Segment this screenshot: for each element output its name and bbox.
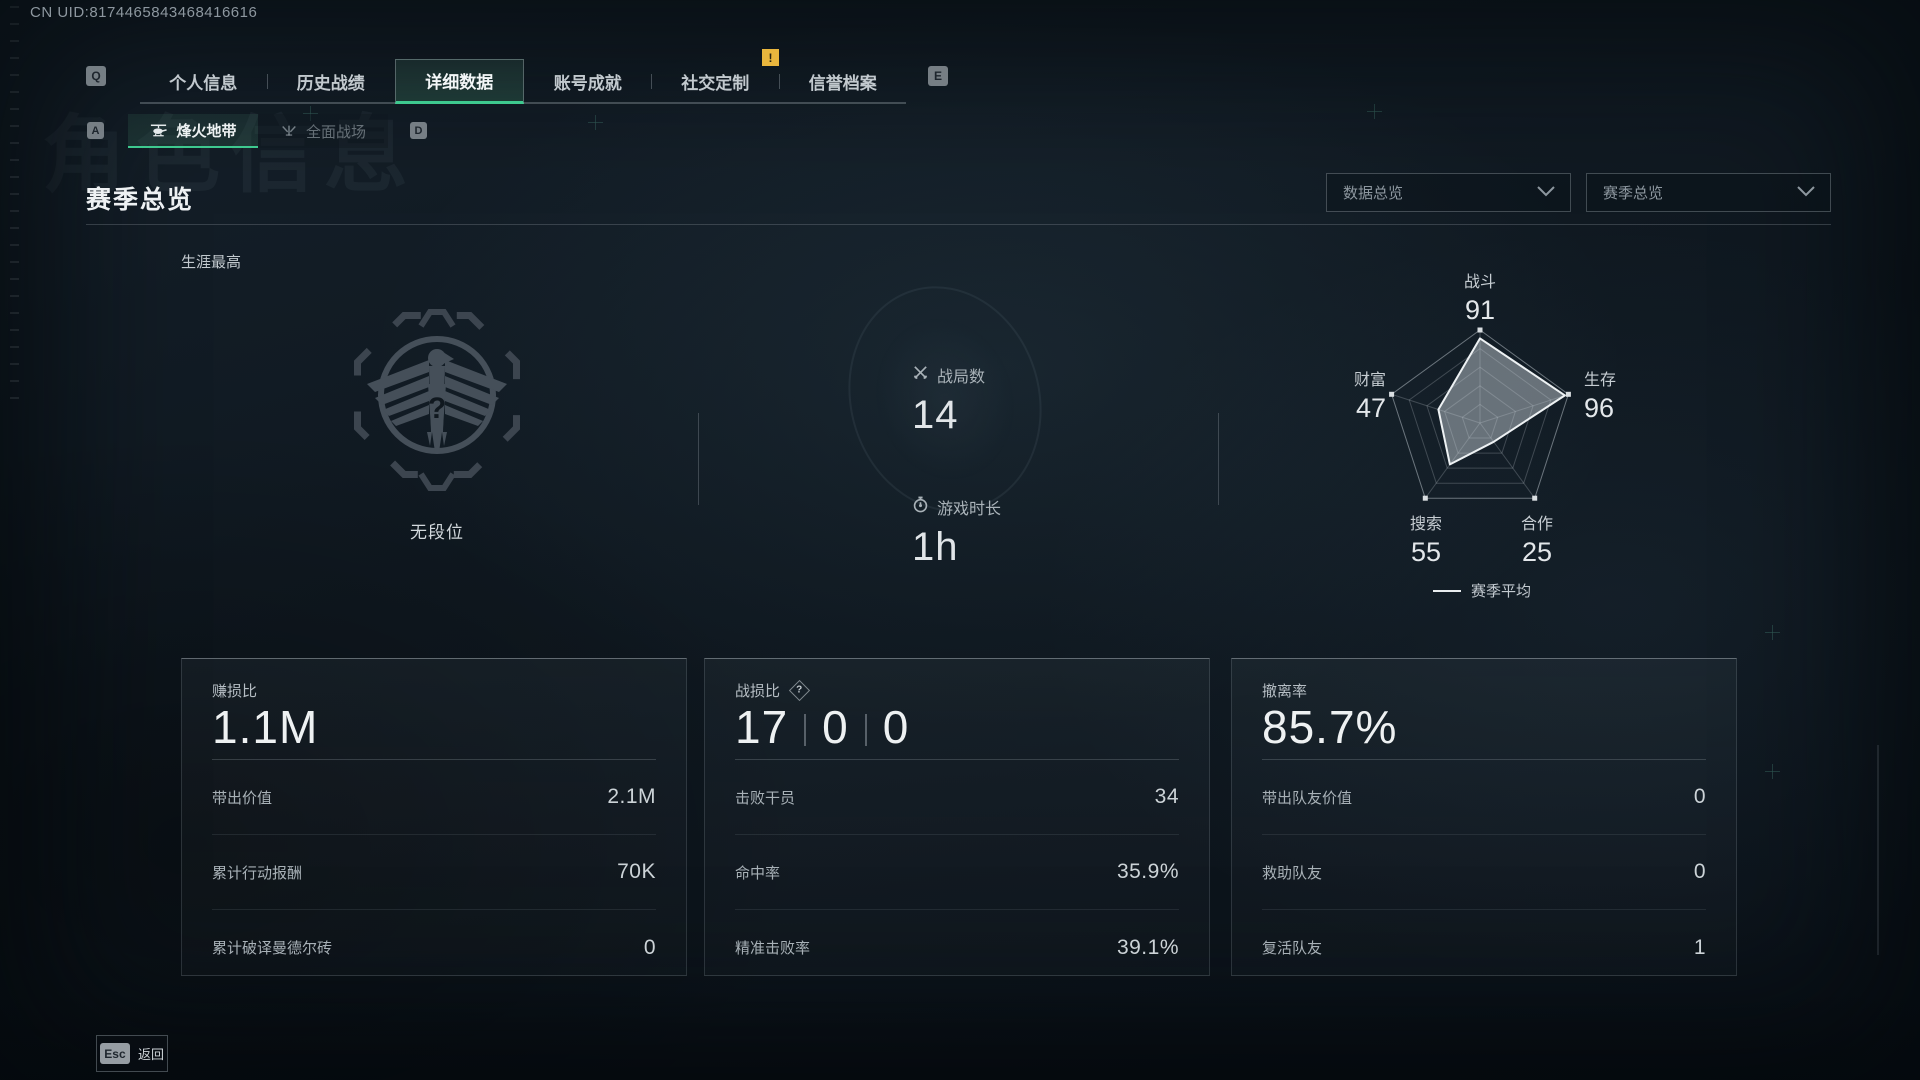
esc-keycap: Esc: [99, 1043, 130, 1064]
cross-decoration: [1765, 625, 1780, 640]
mode-subtabs: 烽火地带 全面战场: [128, 114, 388, 148]
card-value: 1.1M: [212, 701, 319, 753]
helicopter-icon: [149, 123, 168, 138]
card-value: 85.7%: [1262, 701, 1398, 753]
stat-row: 复活队友 1: [1262, 935, 1706, 959]
crossed-swords-icon: [912, 364, 929, 386]
page-title: 赛季总览: [86, 186, 195, 214]
matches-stat: 战局数 14: [912, 363, 1192, 438]
subtab-label: 全面战场: [305, 123, 366, 141]
stat-row: 带出队友价值 0: [1262, 760, 1706, 835]
subtab-label: 烽火地带: [176, 122, 237, 140]
cross-decoration: [1367, 104, 1382, 119]
back-label: 返回: [137, 1047, 164, 1062]
card-value: 17 0 0: [735, 701, 910, 753]
radar-legend: 赛季平均: [1382, 580, 1582, 601]
radar-chart: [1389, 327, 1571, 501]
cross-decoration: [588, 115, 603, 130]
section-divider: [1218, 413, 1219, 505]
tab-history-record[interactable]: 历史战绩: [296, 74, 365, 93]
card-extraction-rate: 撤离率 85.7% 带出队友价值 0 救助队友 0 复活队友 1: [1231, 658, 1737, 976]
right-edge-line: [1877, 745, 1879, 955]
dropdown-value: 赛季总览: [1603, 185, 1664, 202]
tab-account-achievements[interactable]: 账号成就: [553, 74, 622, 93]
season-scope-dropdown[interactable]: 赛季总览: [1586, 173, 1831, 212]
stat-row: 累计破译曼德尔砖 0: [212, 935, 656, 959]
bottom-shade: [0, 990, 1920, 1080]
legend-line-icon: [1432, 589, 1461, 592]
keyhint-q: Q: [86, 66, 106, 86]
header-divider: [86, 224, 1831, 225]
stat-row: 带出价值 2.1M: [212, 760, 656, 835]
tab-divider: [651, 74, 652, 89]
stat-row: 累计行动报酬 70K: [212, 835, 656, 910]
alert-badge-icon: !: [762, 49, 779, 66]
radar-axis-combat: 战斗 91: [1463, 274, 1496, 325]
card-title: 赚损比: [212, 682, 258, 700]
jet-icon: [280, 124, 298, 138]
svg-text:?: ?: [428, 392, 446, 425]
chevron-down-icon: [1536, 184, 1556, 201]
chevron-down-icon: [1796, 184, 1816, 201]
eagle-badge-icon: ?: [337, 300, 537, 500]
tab-divider: [266, 74, 268, 89]
keyhint-d: D: [410, 122, 427, 139]
tab-reputation-file[interactable]: 信誉档案: [808, 74, 877, 93]
tab-personal-info[interactable]: 个人信息: [169, 74, 238, 93]
radar-axis-cooperation: 合作 25: [1520, 516, 1553, 567]
keyhint-a: A: [87, 122, 104, 139]
stat-row: 命中率 35.9%: [735, 835, 1179, 910]
left-edge-ticks: [10, 6, 19, 406]
radar-axis-search: 搜索 55: [1409, 516, 1442, 567]
card-divider: [735, 759, 1179, 760]
tab-divider: [778, 74, 780, 89]
subtab-full-battlefield[interactable]: 全面战场: [258, 114, 388, 148]
section-divider: [698, 413, 699, 505]
account-uid: CN UID:8174465843468416616: [30, 4, 258, 21]
value-separator: [864, 714, 867, 746]
legend-label: 赛季平均: [1470, 583, 1531, 600]
keyhint-e: E: [928, 66, 948, 86]
card-divider: [1262, 759, 1706, 760]
main-tab-bar: 个人信息 历史战绩 详细数据 账号成就 社交定制 信誉档案: [140, 59, 906, 104]
stat-row: 击败干员 34: [735, 760, 1179, 835]
tab-social-customization[interactable]: 社交定制: [681, 74, 750, 93]
radar-axis-survival: 生存 96: [1584, 372, 1617, 423]
stat-label: 战局数: [937, 369, 986, 386]
playtime-value: 1h: [912, 525, 959, 569]
stopwatch-icon: [912, 496, 929, 518]
card-title: 战损比: [735, 682, 781, 700]
tab-detailed-data[interactable]: 详细数据: [395, 59, 524, 104]
radar-axis-wealth: 财富 47: [1353, 372, 1386, 423]
stat-label: 游戏时长: [937, 501, 1002, 518]
cross-decoration: [1765, 764, 1780, 779]
rank-label: 无段位: [410, 523, 464, 542]
dropdown-value: 数据总览: [1343, 185, 1404, 202]
playtime-stat: 游戏时长 1h: [912, 495, 1192, 570]
subtab-fire-zone[interactable]: 烽火地带: [128, 114, 258, 148]
stat-row: 精准击败率 39.1%: [735, 935, 1179, 959]
card-profit-loss-ratio: 赚损比 1.1M 带出价值 2.1M 累计行动报酬 70K 累计破译曼德尔砖 0: [181, 658, 687, 976]
card-kd-ratio: 战损比 ? 17 0 0 击败干员 34 命中率 35.9% 精准击败率 39.…: [704, 658, 1210, 976]
card-divider: [212, 759, 656, 760]
value-separator: [804, 714, 807, 746]
card-title: 撤离率: [1262, 682, 1308, 700]
stat-row: 救助队友 0: [1262, 835, 1706, 910]
data-scope-dropdown[interactable]: 数据总览: [1326, 173, 1571, 212]
matches-value: 14: [912, 393, 959, 437]
back-button[interactable]: Esc 返回: [96, 1035, 168, 1072]
help-icon[interactable]: ?: [788, 679, 811, 701]
career-best-label: 生涯最高: [181, 254, 242, 271]
cross-decoration: [303, 106, 318, 121]
